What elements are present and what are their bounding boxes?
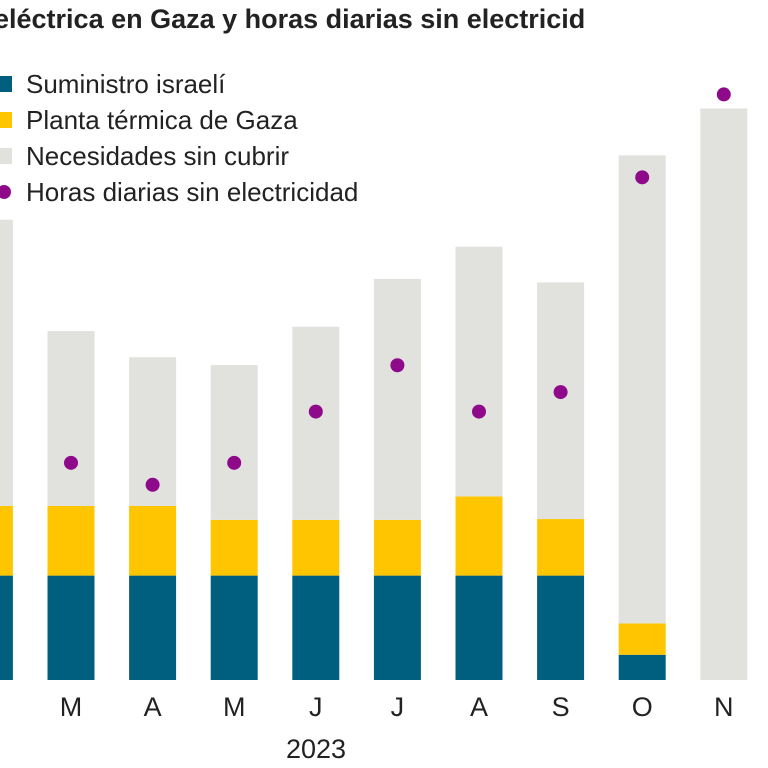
legend-swatch-3	[0, 185, 11, 199]
hours-dot-2	[145, 477, 160, 492]
legend-label-1: Planta térmica de Gaza	[26, 105, 298, 135]
bar-segment-0-3	[210, 575, 258, 680]
bar-segment-1-5	[373, 519, 421, 576]
hours-dot-4	[308, 404, 323, 419]
bar-segment-0-6	[455, 575, 503, 680]
legend-label-2: Necesidades sin cubrir	[26, 141, 289, 171]
bar-segment-2-1	[47, 331, 95, 506]
x-tick-label: N	[714, 692, 734, 722]
bar-segment-0-1	[47, 575, 95, 680]
bar-segment-2-7	[537, 282, 585, 520]
legend-swatch-0	[0, 76, 12, 92]
bar-segment-2-6	[455, 246, 503, 497]
bar-segment-1-2	[129, 506, 177, 576]
hours-dot-3	[227, 455, 242, 470]
hours-dot-1	[64, 455, 78, 470]
x-tick-label: J	[309, 692, 323, 722]
legend-label-3: Horas diarias sin electricidad	[26, 177, 358, 207]
bar-segment-0-2	[129, 575, 177, 680]
bar-segment-1-6	[455, 496, 503, 576]
bar-segment-1-4	[292, 519, 340, 576]
x-tick-label: S	[552, 692, 570, 722]
bar-segment-2-4	[292, 326, 340, 520]
x-tick-label: M	[223, 692, 246, 722]
chart-title: eléctrica en Gaza y horas diarias sin el…	[0, 4, 586, 34]
hours-dot-9	[716, 87, 731, 102]
bar-segment-0-8	[618, 654, 666, 680]
x-tick-label: M	[60, 692, 83, 722]
bar-segment-1-8	[618, 623, 666, 655]
bar-segment-0-5	[373, 575, 421, 680]
x-tick-label: A	[470, 692, 488, 722]
legend-label-0: Suministro israelí	[26, 69, 226, 99]
bar-segment-0-0	[0, 575, 13, 680]
x-tick-label: J	[391, 692, 405, 722]
bar-segment-2-9	[700, 108, 748, 680]
hours-dot-6	[472, 404, 486, 419]
bar-segment-0-4	[292, 575, 340, 680]
year-label: 2023	[286, 734, 346, 764]
bar-segment-1-1	[47, 506, 95, 576]
legend-swatch-1	[0, 112, 12, 128]
x-tick-label: O	[632, 692, 653, 722]
bar-segment-1-0	[0, 506, 13, 576]
hours-dot-8	[635, 170, 650, 185]
x-tick-label: A	[144, 692, 162, 722]
bar-segment-1-7	[537, 519, 585, 576]
hours-dot-5	[390, 358, 405, 373]
bar-segment-1-3	[210, 519, 258, 576]
hours-dot-7	[553, 385, 568, 400]
legend-swatch-2	[0, 148, 12, 164]
bar-segment-2-8	[618, 155, 666, 624]
bar-segment-0-7	[537, 575, 585, 680]
bar-segment-2-5	[373, 278, 421, 520]
bar-segment-2-0	[0, 219, 13, 506]
bar-segment-2-3	[210, 365, 258, 520]
